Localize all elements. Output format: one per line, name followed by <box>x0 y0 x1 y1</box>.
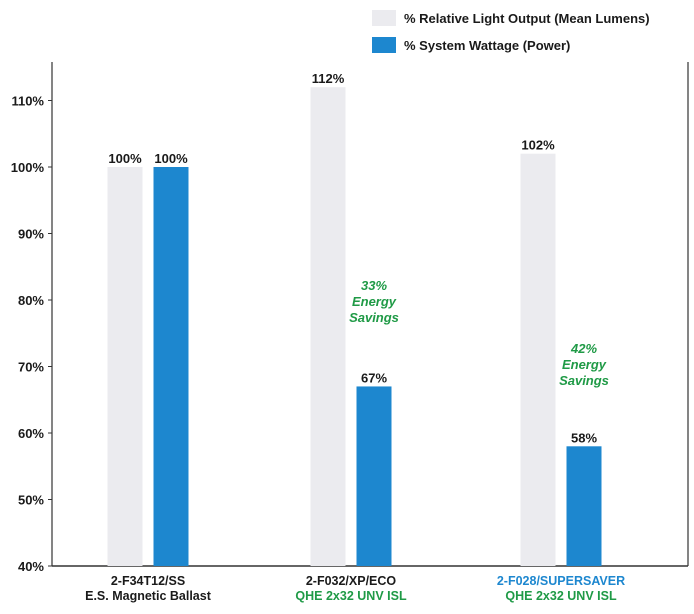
energy-savings-annotation: Savings <box>559 373 609 388</box>
bar-value-label: 112% <box>312 71 345 86</box>
light-output-bar <box>520 153 556 566</box>
energy-savings-annotation: Energy <box>562 357 607 372</box>
energy-savings-annotation: 42% <box>570 341 597 356</box>
bar-value-label: 100% <box>108 151 142 166</box>
category-label: 2-F34T12/SS <box>111 574 185 588</box>
category-label: 2-F032/XP/ECO <box>306 574 397 588</box>
bar-value-label: 100% <box>154 151 188 166</box>
y-tick-label: 80% <box>18 293 44 308</box>
bar-value-label: 58% <box>571 430 597 445</box>
energy-savings-annotation: 33% <box>361 278 387 293</box>
legend-swatch <box>372 37 396 53</box>
light-output-bar <box>107 167 143 566</box>
bar-value-label: 67% <box>361 370 387 385</box>
category-label: 2-F028/SUPERSAVER <box>497 574 625 588</box>
system-wattage-bar <box>153 167 189 566</box>
category-label: QHE 2x32 UNV ISL <box>295 589 407 603</box>
system-wattage-bar <box>356 386 392 566</box>
y-tick-label: 110% <box>11 94 44 109</box>
system-wattage-bar <box>566 446 602 566</box>
y-tick-label: 60% <box>18 426 44 441</box>
y-tick-label: 100% <box>11 160 45 175</box>
energy-savings-annotation: Savings <box>349 310 399 325</box>
legend-swatch <box>372 10 396 26</box>
legend-label: % System Wattage (Power) <box>404 38 570 53</box>
y-tick-label: 90% <box>18 227 44 242</box>
category-label: E.S. Magnetic Ballast <box>85 589 212 603</box>
legend-label: % Relative Light Output (Mean Lumens) <box>404 11 650 26</box>
light-output-bar <box>310 87 346 566</box>
energy-savings-annotation: Energy <box>352 294 397 309</box>
y-tick-label: 40% <box>18 559 44 574</box>
bar-value-label: 102% <box>521 138 555 153</box>
y-tick-label: 50% <box>18 493 44 508</box>
y-tick-label: 70% <box>18 360 44 375</box>
category-label: QHE 2x32 UNV ISL <box>505 589 617 603</box>
